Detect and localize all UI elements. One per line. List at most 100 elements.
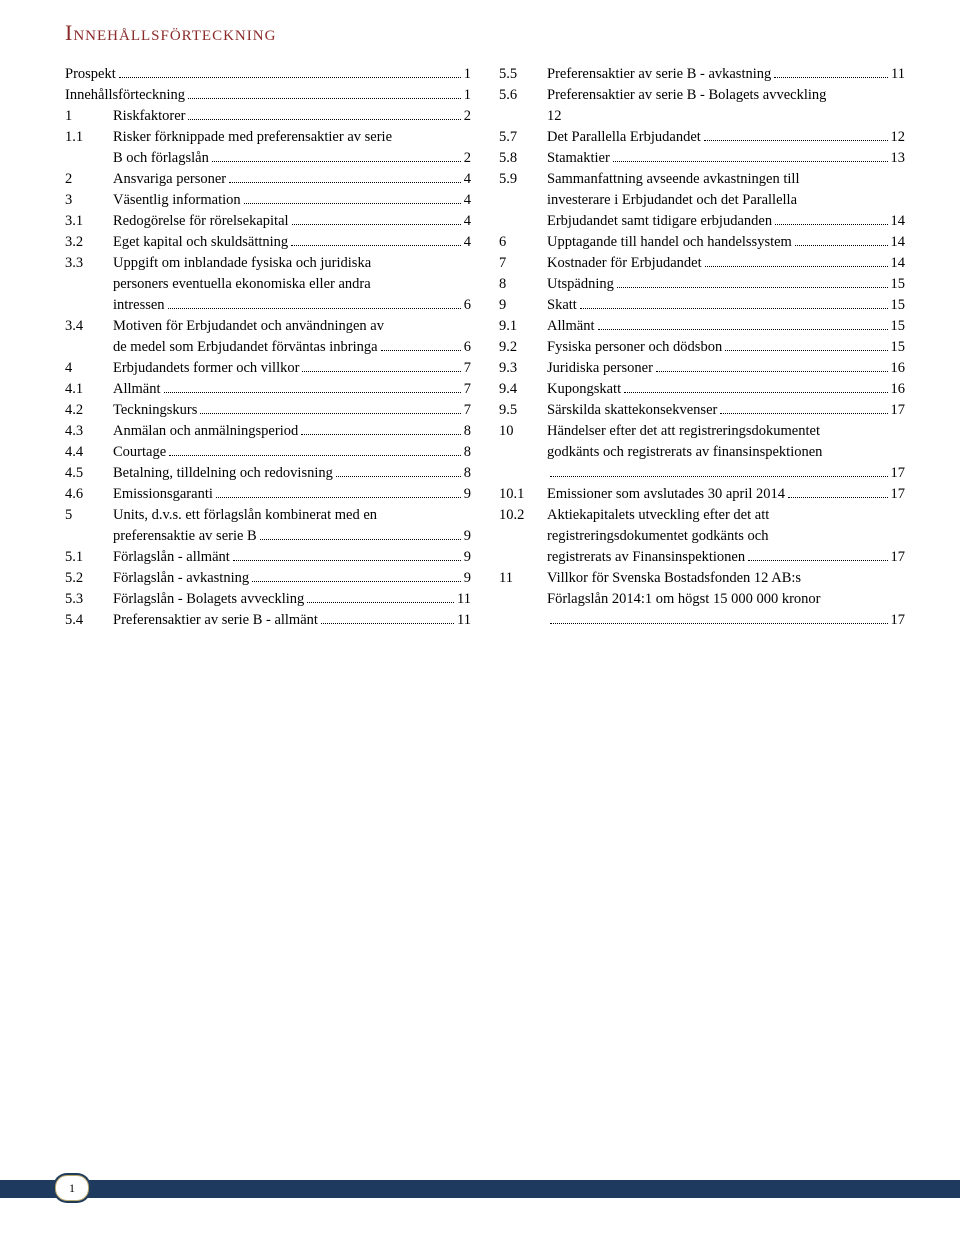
toc-entry-page: 2 — [464, 148, 471, 169]
toc-entry-text: Betalning, tilldelning och redovisning — [113, 463, 333, 484]
toc-entry: 5.8Stamaktier 13 — [499, 148, 905, 169]
toc-entry-number: 10.1 — [499, 484, 547, 505]
toc-entry-page: 6 — [464, 295, 471, 316]
toc-entry-number: 3.3 — [65, 253, 113, 274]
toc-entry-number: 9.4 — [499, 379, 547, 400]
toc-column-right: 5.5Preferensaktier av serie B - avkastni… — [499, 64, 905, 631]
toc-entry-number: 9.3 — [499, 358, 547, 379]
toc-entry-text: Erbjudandets former och villkor — [113, 358, 299, 379]
toc-entry: 10.2Aktiekapitalets utveckling efter det… — [499, 505, 905, 526]
toc-entry-text: registreringsdokumentet godkänts och — [547, 526, 768, 547]
toc-entry: 4.3Anmälan och anmälningsperiod8 — [65, 421, 471, 442]
toc-entry-text: Utspädning — [547, 274, 614, 295]
toc-entry: 3.2Eget kapital och skuldsättning4 — [65, 232, 471, 253]
toc-entry-continuation: registrerats av Finansinspektionen17 — [499, 547, 905, 568]
toc-entry-text: Kostnader för Erbjudandet — [547, 253, 702, 274]
toc-entry-number: 3.4 — [65, 316, 113, 337]
toc-entry: 4.4Courtage8 — [65, 442, 471, 463]
toc-entry-number: 4.5 — [65, 463, 113, 484]
toc-entry-text: Kupongskatt — [547, 379, 621, 400]
toc-entry-page: 11 — [457, 610, 471, 631]
toc-entry: 5.3Förlagslån - Bolagets avveckling11 — [65, 589, 471, 610]
toc-columns: Prospekt 1Innehållsförteckning11Riskfakto… — [65, 64, 905, 631]
toc-entry-page: 8 — [464, 463, 471, 484]
toc-entry-continuation: 17 — [499, 463, 905, 484]
toc-entry: 5.9Sammanfattning avseende avkastningen … — [499, 169, 905, 190]
toc-entry-number: 9.2 — [499, 337, 547, 358]
toc-entry: 9.5Särskilda skattekonsekvenser17 — [499, 400, 905, 421]
toc-entry-text: Allmänt — [547, 316, 595, 337]
toc-entry-number: 4.6 — [65, 484, 113, 505]
toc-entry-number: 5.6 — [499, 85, 547, 106]
toc-entry-continuation: investerare i Erbjudandet och det Parall… — [499, 190, 905, 211]
toc-entry-number: 4.2 — [65, 400, 113, 421]
toc-entry-page: 15 — [891, 316, 906, 337]
toc-entry-text: Förlagslån - avkastning — [113, 568, 249, 589]
toc-entry: 4Erbjudandets former och villkor7 — [65, 358, 471, 379]
toc-entry-text: Händelser efter det att registreringsdok… — [547, 421, 820, 442]
toc-entry: 5.2Förlagslån - avkastning9 — [65, 568, 471, 589]
toc-entry-text: Fysiska personer och dödsbon — [547, 337, 722, 358]
toc-entry-continuation: registreringsdokumentet godkänts och — [499, 526, 905, 547]
toc-entry: 1Riskfaktorer2 — [65, 106, 471, 127]
toc-entry: 4.5Betalning, tilldelning och redovisnin… — [65, 463, 471, 484]
toc-entry-number: 4.3 — [65, 421, 113, 442]
toc-entry-number: 1 — [65, 106, 113, 127]
toc-entry-page: 14 — [891, 232, 906, 253]
toc-entry: 9.1Allmänt15 — [499, 316, 905, 337]
toc-entry-text: Uppgift om inblandade fysiska och juridi… — [113, 253, 371, 274]
toc-entry-continuation: 12 — [499, 106, 905, 127]
toc-entry-page: 4 — [464, 169, 471, 190]
toc-entry-text: Juridiska personer — [547, 358, 653, 379]
toc-entry: 2Ansvariga personer4 — [65, 169, 471, 190]
toc-entry: Innehållsförteckning1 — [65, 85, 471, 106]
toc-entry-text: personers eventuella ekonomiska eller an… — [113, 274, 371, 295]
toc-entry: 6Upptagande till handel och handelssyste… — [499, 232, 905, 253]
toc-entry-text: de medel som Erbjudandet förväntas inbri… — [113, 337, 378, 358]
toc-entry-text: Emissionsgaranti — [113, 484, 213, 505]
toc-entry-page: 17 — [891, 463, 906, 484]
toc-entry-page: 8 — [464, 442, 471, 463]
toc-entry-text: Aktiekapitalets utveckling efter det att — [547, 505, 769, 526]
toc-entry: 9Skatt15 — [499, 295, 905, 316]
toc-entry-text: Villkor för Svenska Bostadsfonden 12 AB:… — [547, 568, 801, 589]
toc-entry-number: 5.7 — [499, 127, 547, 148]
toc-entry-number: 3.1 — [65, 211, 113, 232]
toc-entry-page: 9 — [464, 568, 471, 589]
toc-entry-number: 8 — [499, 274, 547, 295]
toc-entry-page: 17 — [891, 484, 906, 505]
toc-entry-page: 17 — [891, 610, 906, 631]
toc-entry-continuation: godkänts och registrerats av finansinspe… — [499, 442, 905, 463]
toc-entry: 4.6Emissionsgaranti9 — [65, 484, 471, 505]
toc-entry-text: preferensaktie av serie B — [113, 526, 257, 547]
toc-entry-text: Erbjudandet samt tidigare erbjudanden — [547, 211, 772, 232]
toc-entry-text: Preferensaktier av serie B - avkastning — [547, 64, 771, 85]
toc-entry-text: godkänts och registrerats av finansinspe… — [547, 442, 822, 463]
toc-entry-text: Stamaktier — [547, 148, 610, 169]
toc-entry: 8Utspädning15 — [499, 274, 905, 295]
toc-entry-page: 4 — [464, 232, 471, 253]
toc-entry-text: Upptagande till handel och handelssystem — [547, 232, 792, 253]
toc-entry: 9.3Juridiska personer16 — [499, 358, 905, 379]
toc-entry: 5.6Preferensaktier av serie B - Bolagets… — [499, 85, 905, 106]
toc-entry-page: 7 — [464, 379, 471, 400]
toc-entry-number: 5.5 — [499, 64, 547, 85]
toc-entry-number: 11 — [499, 568, 547, 589]
toc-entry-text: Förlagslån - Bolagets avveckling — [113, 589, 304, 610]
toc-entry-page: 8 — [464, 421, 471, 442]
toc-entry: 9.4Kupongskatt16 — [499, 379, 905, 400]
toc-entry: 3.3Uppgift om inblandade fysiska och jur… — [65, 253, 471, 274]
toc-entry-text: Emissioner som avslutades 30 april 2014 — [547, 484, 785, 505]
toc-entry-page: 14 — [891, 211, 906, 232]
toc-entry-text: Prospekt — [65, 64, 116, 85]
toc-entry-page: 7 — [464, 400, 471, 421]
toc-entry-page: 15 — [891, 295, 906, 316]
toc-entry-text: Preferensaktier av serie B - allmänt — [113, 610, 318, 631]
toc-entry-number: 5.8 — [499, 148, 547, 169]
toc-entry-page: 11 — [457, 589, 471, 610]
toc-entry-text: investerare i Erbjudandet och det Parall… — [547, 190, 797, 211]
toc-entry-page: 13 — [891, 148, 906, 169]
toc-entry-text: Units, d.v.s. ett förlagslån kombinerat … — [113, 505, 377, 526]
toc-entry: 9.2Fysiska personer och dödsbon15 — [499, 337, 905, 358]
toc-entry-text: Motiven för Erbjudandet och användningen… — [113, 316, 384, 337]
